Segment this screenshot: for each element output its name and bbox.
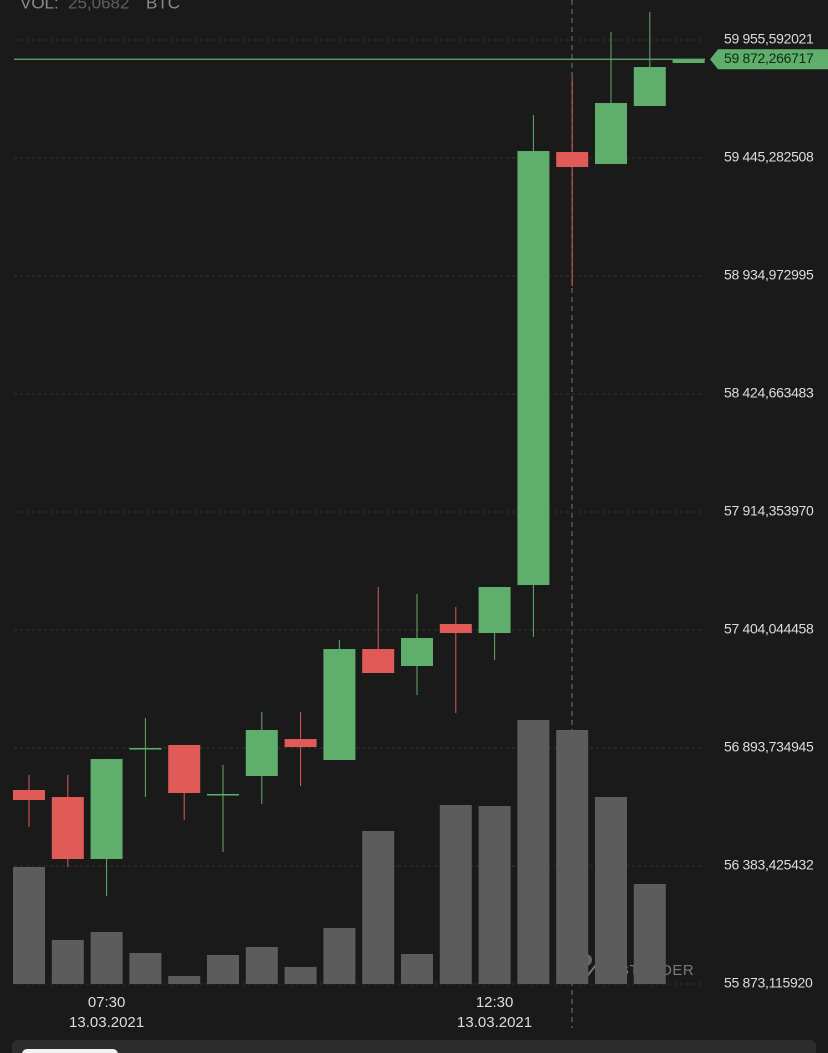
volume-bar [13,867,45,984]
candle-body [633,67,666,107]
volume-bar [168,976,201,984]
y-tick-label: 58 424,663483 [724,385,814,401]
volume-bar [517,720,550,984]
candle-body [245,730,278,777]
volume-bar [129,953,162,984]
volume-bar [633,884,666,984]
candle-body [478,587,511,634]
x-tick-label: 07:30 [88,994,126,1011]
candle-body [13,790,45,801]
candle-body [207,794,239,796]
volume-bar [439,805,472,984]
x-tick-date: 13.03.2021 [457,1014,532,1031]
volume-bar [556,730,589,984]
candle-body [284,739,317,748]
candle-body [672,59,705,64]
candle-body [129,748,162,750]
candle-body [401,638,433,667]
candle-body [439,624,472,634]
x-tick-label: 12:30 [476,994,514,1011]
y-tick-label: 59 955,592021 [724,31,814,47]
volume-bar [284,967,317,984]
scroll-thumb[interactable] [22,1049,118,1053]
x-tick-date: 13.03.2021 [69,1014,144,1031]
candle-body [517,151,550,586]
y-tick-label: 56 893,734945 [724,739,814,755]
volume-bar [51,940,84,984]
candle-body [595,103,627,165]
price-tag-label: 59 872,266717 [724,50,814,66]
volume-bar [595,797,627,984]
price-tag [710,49,828,70]
y-tick-label: 57 914,353970 [724,503,814,519]
volume-bar [207,955,239,984]
candle-body [90,759,123,860]
candle-body [362,649,395,673]
volume-bar [362,831,395,984]
candle-body [51,797,84,860]
volume-unit: BTC [146,0,180,12]
volume-value: 25,0682 [68,0,129,12]
volume-bar [245,947,278,984]
scroll-track[interactable] [12,1040,816,1053]
volume-label: VOL: [20,0,59,12]
y-tick-label: 58 934,972995 [724,267,814,283]
candle-body [323,649,356,761]
volume-bar [478,806,511,984]
y-tick-label: 55 873,115920 [724,975,813,991]
y-tick-label: 56 383,425432 [724,857,814,873]
volume-bar [90,932,123,984]
y-tick-label: 59 445,282508 [724,149,814,165]
candle-body [168,745,201,794]
volume-bar [323,928,356,984]
y-tick-label: 57 404,044458 [724,621,814,637]
volume-bar [401,954,433,984]
candle-body [556,152,589,168]
